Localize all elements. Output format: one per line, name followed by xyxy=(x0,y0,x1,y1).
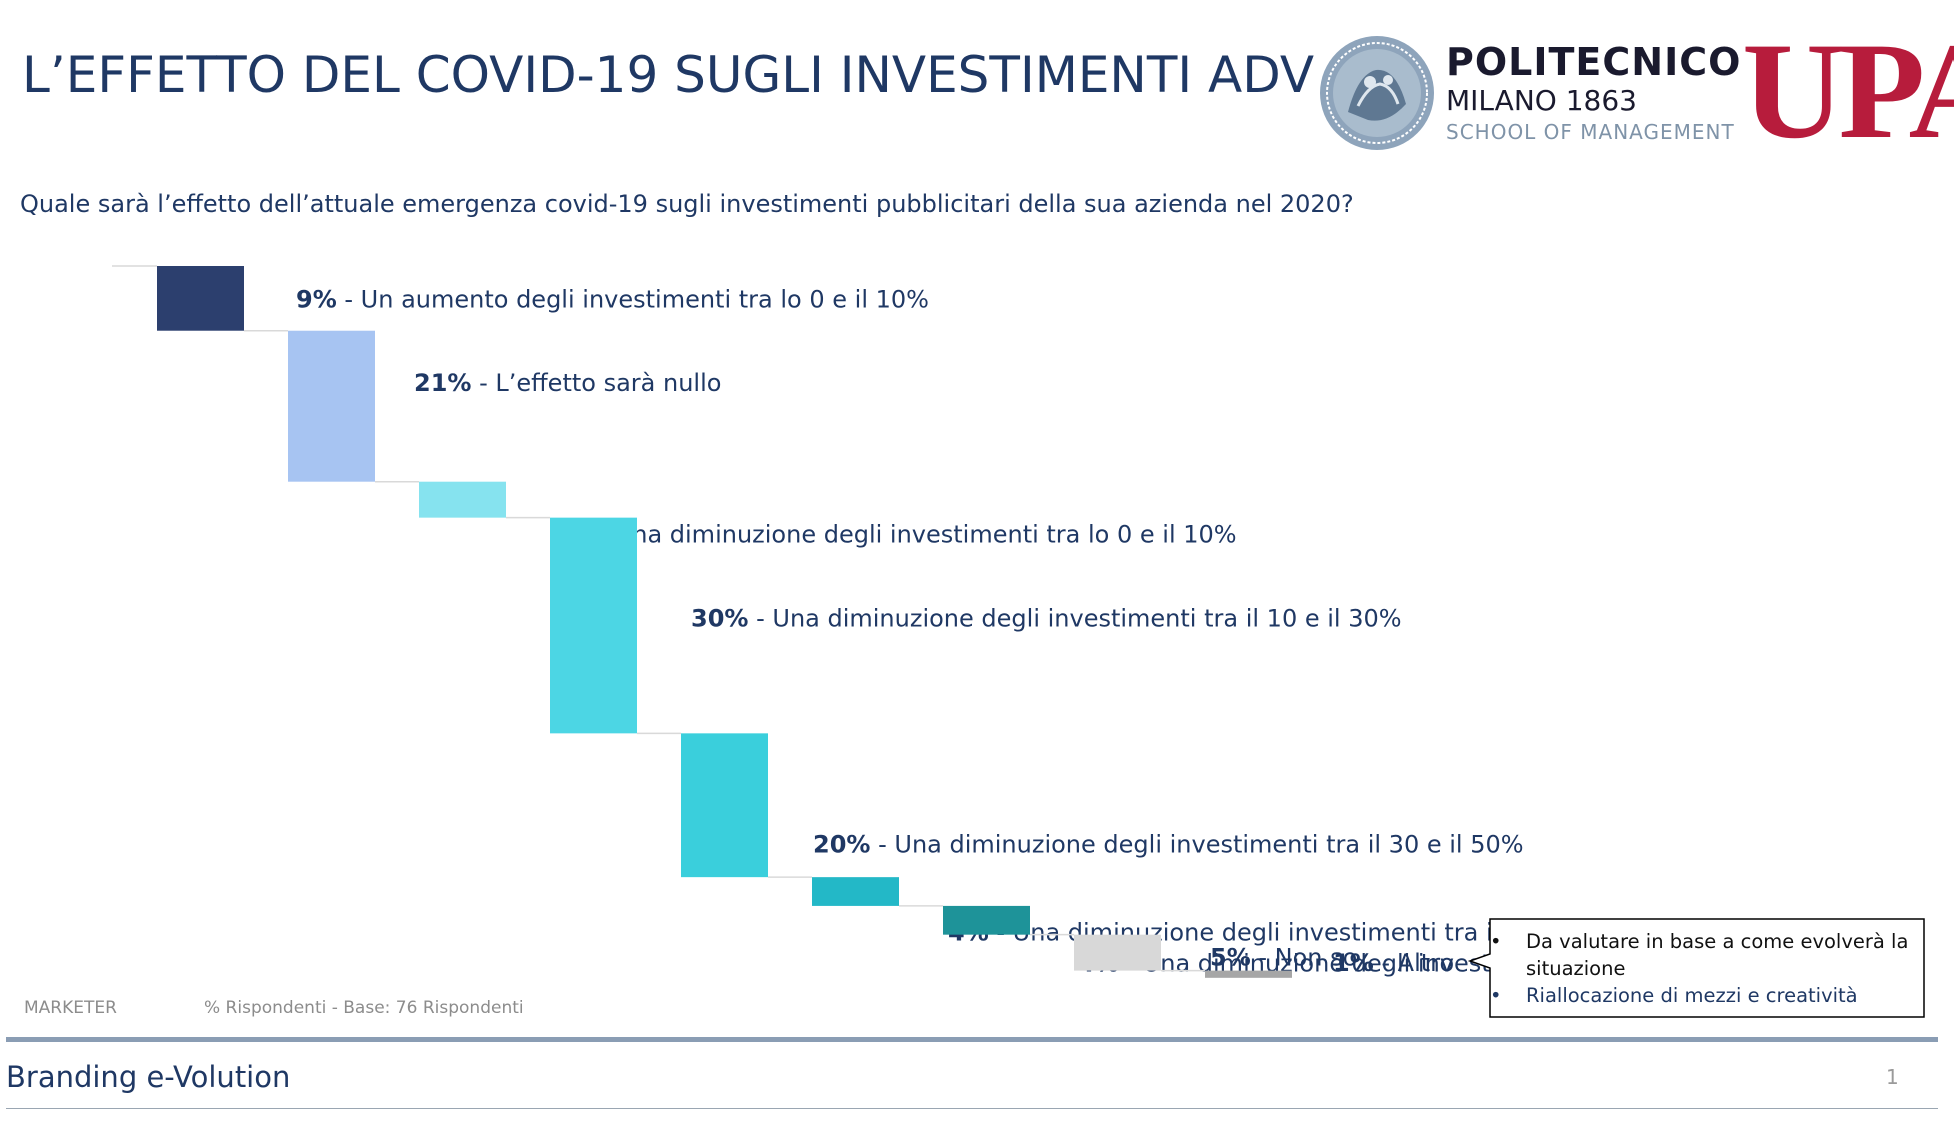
logo-text-school: SCHOOL OF MANAGEMENT xyxy=(1446,120,1735,144)
logo-politecnico: POLITECNICO MILANO 1863 SCHOOL OF MANAGE… xyxy=(1318,34,1740,154)
data-label-category: - Una diminuzione degli investimenti tra… xyxy=(870,830,1523,858)
data-label: 5% - Non so xyxy=(1210,944,1357,972)
politecnico-seal-icon xyxy=(1320,36,1434,150)
waterfall-bar xyxy=(550,517,637,734)
footer-brand: Branding e-Volution xyxy=(6,1060,291,1094)
survey-question: Quale sarà l’effetto dell’attuale emerge… xyxy=(20,190,1354,218)
data-label-category: - Una diminuzione degli investimenti tra… xyxy=(748,605,1401,633)
data-label: 21% - L’effetto sarà nullo xyxy=(414,369,721,397)
callout-item: Riallocazione di mezzi e creatività xyxy=(1484,982,1914,1009)
page-number: 1 xyxy=(1886,1065,1899,1089)
data-label-category: - Un aumento degli investimenti tra lo 0… xyxy=(337,285,929,313)
waterfall-bar xyxy=(288,330,375,482)
data-label: 30% - Una diminuzione degli investimenti… xyxy=(691,605,1402,633)
footer-base: % Rispondenti - Base: 76 Rispondenti xyxy=(204,998,524,1018)
logo-text-politecnico: POLITECNICO xyxy=(1446,40,1742,84)
data-label-category: - L’effetto sarà nullo xyxy=(471,369,721,397)
data-label: 1% - Altro xyxy=(1333,949,1454,977)
data-label: 9% - Un aumento degli investimenti tra l… xyxy=(296,285,929,313)
waterfall-bar xyxy=(681,733,768,878)
footer-divider xyxy=(6,1037,1938,1042)
logo-upa: UPA xyxy=(1742,14,1954,167)
waterfall-bar xyxy=(812,877,899,906)
waterfall-bar xyxy=(157,266,244,331)
data-label: 20% - Una diminuzione degli investimenti… xyxy=(813,830,1524,858)
logo-text-milano: MILANO 1863 xyxy=(1446,84,1637,117)
callout-item: Da valutare in base a come evolverà la s… xyxy=(1484,928,1914,982)
data-label-category: - Una diminuzione degli investimenti tra… xyxy=(591,521,1237,549)
footer-bottom-line xyxy=(6,1108,1938,1109)
data-label-value: 5% xyxy=(1210,944,1251,972)
waterfall-chart: 9% - Un aumento degli investimenti tra l… xyxy=(112,265,1741,978)
data-label-category: - Non so xyxy=(1251,944,1358,972)
data-label-value: 1% xyxy=(1333,949,1374,977)
waterfall-bar xyxy=(943,905,1030,935)
waterfall-bar xyxy=(419,481,506,518)
data-label-category: - Altro xyxy=(1374,949,1454,977)
data-label: 5% - Una diminuzione degli investimenti … xyxy=(550,521,1237,549)
data-label-value: 9% xyxy=(296,285,337,313)
data-label-value: 30% xyxy=(691,605,748,633)
waterfall-bar xyxy=(1074,934,1161,971)
footer-marketer: MARKETER xyxy=(24,998,117,1018)
data-label-value: 20% xyxy=(813,830,870,858)
callout-box: Da valutare in base a come evolverà la s… xyxy=(1462,918,1925,1018)
page-title: L’EFFETTO DEL COVID-19 SUGLI INVESTIMENT… xyxy=(22,46,1315,104)
waterfall-bar xyxy=(1205,970,1292,978)
data-label-value: 21% xyxy=(414,369,471,397)
